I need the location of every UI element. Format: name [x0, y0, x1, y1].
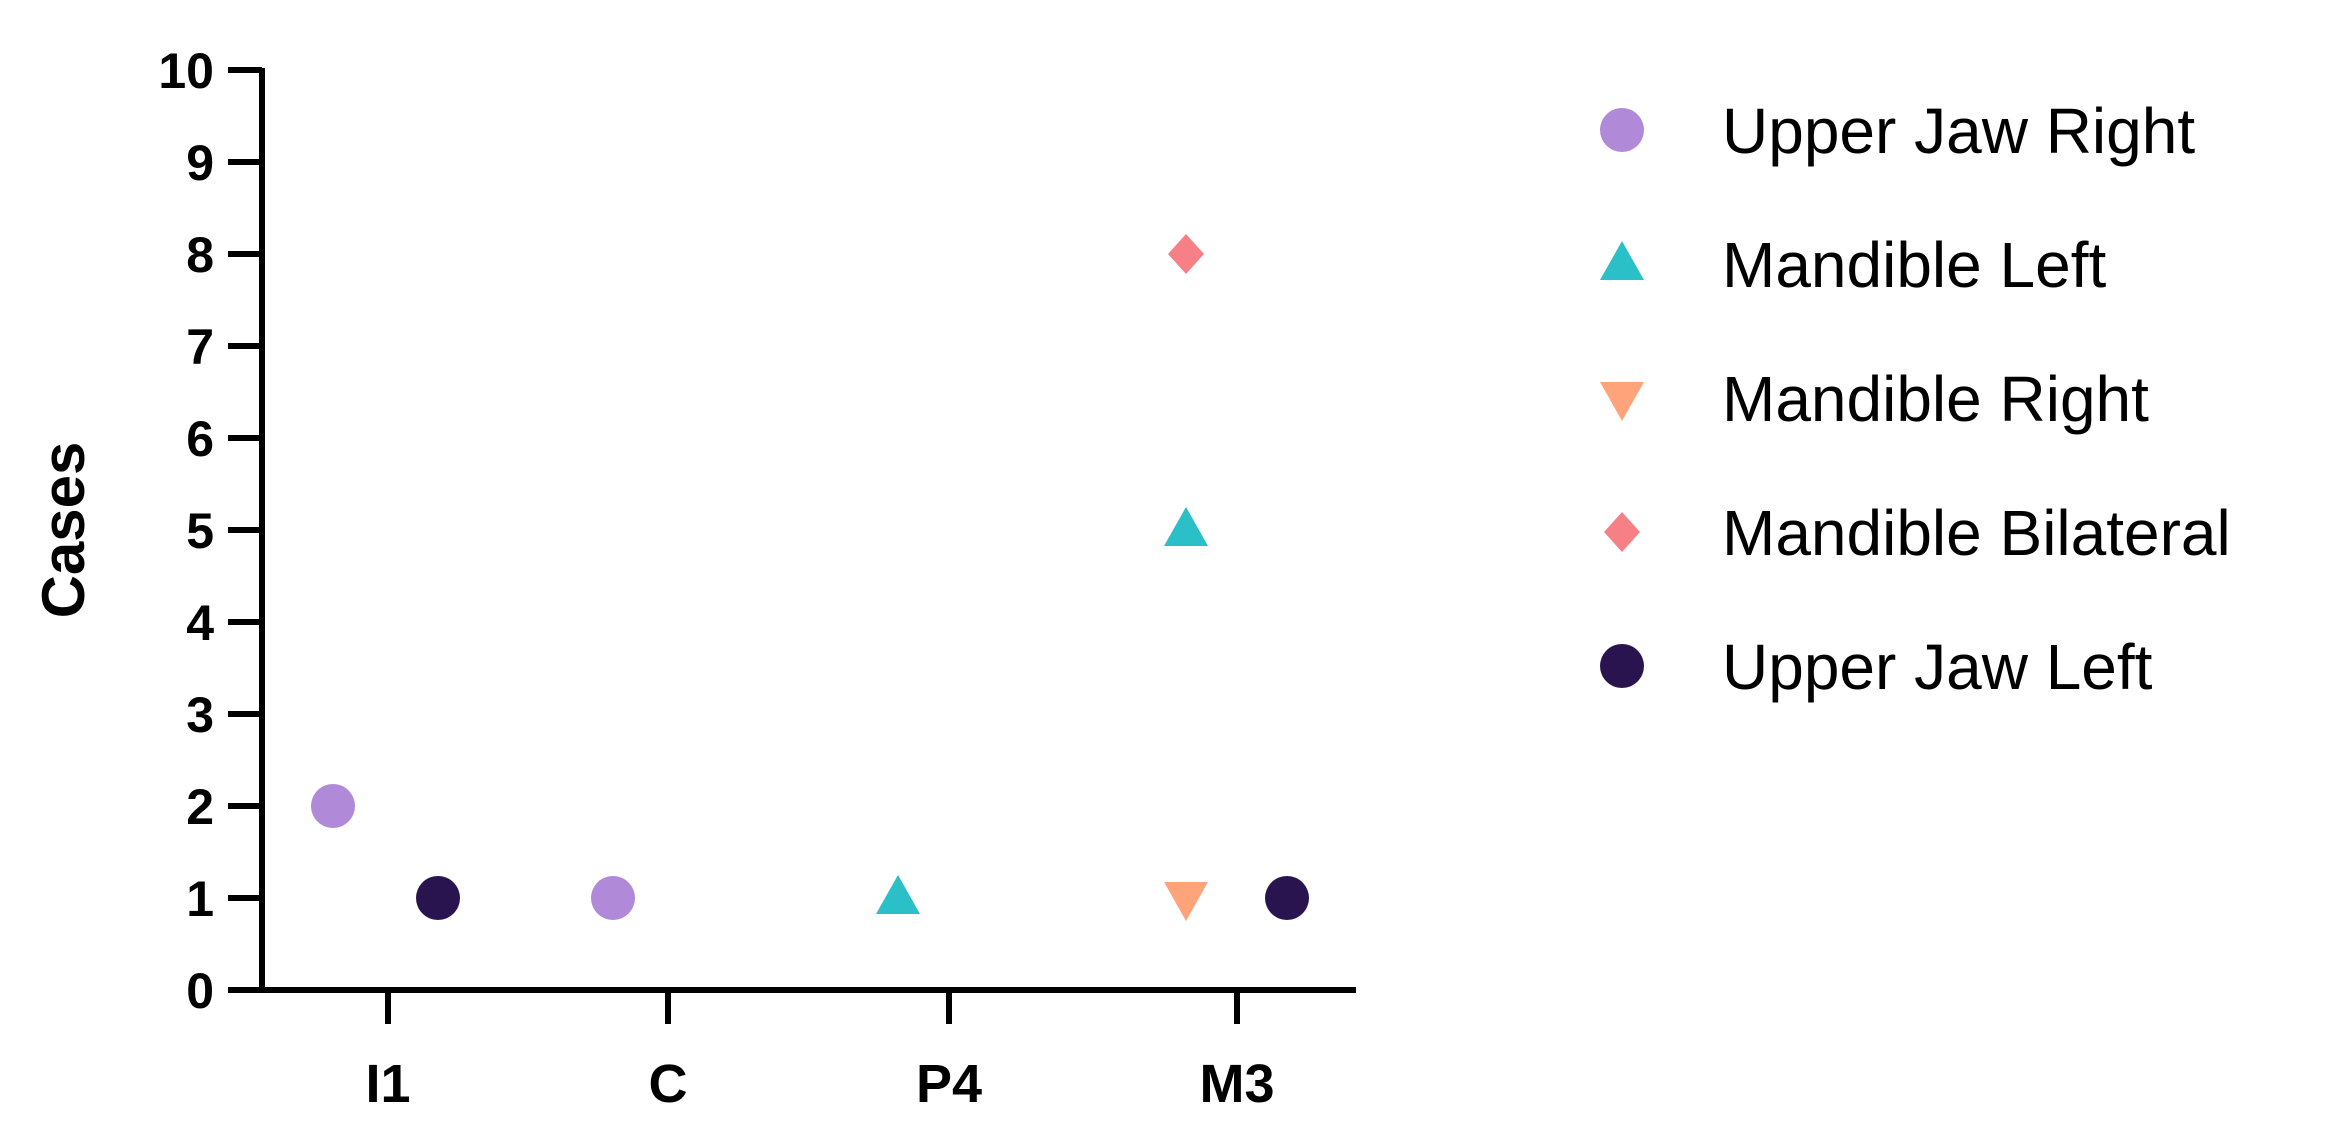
- x-tick-label: M3: [1199, 1054, 1274, 1114]
- legend-label: Upper Jaw Left: [1722, 631, 2153, 703]
- data-point: [1168, 234, 1204, 274]
- y-tick-label: 0: [186, 963, 214, 1019]
- y-tick-label: 6: [186, 411, 214, 467]
- legend-marker: [1600, 241, 1644, 280]
- y-axis-title: Cases: [30, 442, 97, 619]
- legend-marker: [1600, 644, 1644, 688]
- y-tick-label: 4: [186, 595, 214, 651]
- x-tick-label: C: [649, 1054, 688, 1114]
- x-tick-label: P4: [916, 1054, 982, 1114]
- y-tick-label: 8: [186, 227, 214, 283]
- legend-label: Upper Jaw Right: [1722, 95, 2195, 167]
- legend-label: Mandible Left: [1722, 229, 2106, 301]
- legend-label: Mandible Bilateral: [1722, 497, 2231, 569]
- data-point: [1164, 882, 1208, 921]
- data-points: [311, 234, 1309, 921]
- y-tick-label: 1: [186, 871, 214, 927]
- legend: Upper Jaw Right Mandible Left Mandible Rig…: [1600, 95, 2231, 703]
- data-point: [416, 876, 460, 920]
- legend-marker: [1600, 108, 1644, 152]
- data-point: [1164, 507, 1208, 546]
- legend-marker: [1604, 512, 1640, 552]
- y-tick-label: 9: [186, 135, 214, 191]
- y-tick-label: 7: [186, 319, 214, 375]
- legend-label: Mandible Right: [1722, 363, 2149, 435]
- y-tick-label: 2: [186, 779, 214, 835]
- x-tick-label: I1: [365, 1054, 410, 1114]
- data-point: [876, 875, 920, 914]
- legend-marker: [1600, 382, 1644, 421]
- axes: 0 1 2 3 4 5 6 7 8 9 10 I1 C P4 M3 Cases: [30, 43, 1356, 1114]
- y-tick-label: 5: [186, 503, 214, 559]
- data-point: [591, 876, 635, 920]
- data-point: [1265, 876, 1309, 920]
- data-point: [311, 784, 355, 828]
- y-tick-label: 3: [186, 687, 214, 743]
- y-tick-label: 10: [158, 43, 214, 99]
